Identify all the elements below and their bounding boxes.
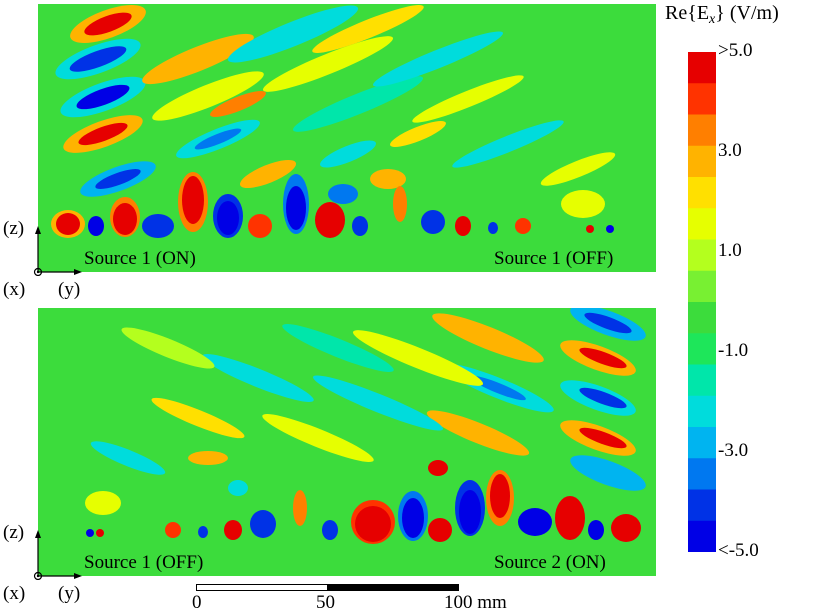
- wave-pattern-top: [51, 5, 616, 238]
- field-map-bottom: [38, 308, 656, 576]
- colorbar-segment: [688, 333, 716, 365]
- colorbar-segment: [688, 302, 716, 334]
- colorbar-segment: [688, 364, 716, 397]
- source-1-label-bottom: Source 1 (OFF): [84, 552, 204, 573]
- axis-x-label-top: (x): [3, 279, 26, 300]
- colorbar-tick-label: -3.0: [718, 440, 749, 461]
- colorbar-tick-label: -1.0: [718, 340, 749, 361]
- axis-y-label-bottom: (y): [58, 583, 81, 604]
- source-2-label-top: Source 1 (OFF): [494, 248, 614, 269]
- colorbar-segment: [688, 114, 716, 147]
- colorbar-title-unit: } (V/m): [715, 2, 779, 24]
- colorbar-title: Re{Ex} (V/m): [665, 2, 779, 28]
- colorbar-tick-label: <-5.0: [718, 540, 759, 561]
- colorbar-segment: [688, 83, 716, 115]
- colorbar-segment: [688, 395, 716, 428]
- colorbar-title-main: Re{E: [665, 2, 710, 24]
- colorbar-segment: [688, 489, 716, 522]
- axis-z-label-top: (z): [3, 218, 25, 239]
- axes-glyph-top: [33, 226, 82, 276]
- field-map-top: [38, 4, 656, 272]
- colorbar-segment: [688, 239, 716, 272]
- source-2-label-bottom: Source 2 (ON): [494, 552, 606, 573]
- axis-z-label-bottom: (z): [3, 522, 25, 543]
- scale-label-50: 50: [316, 592, 335, 613]
- colorbar-segment: [688, 458, 716, 490]
- colorbar-segment: [688, 427, 716, 459]
- axis-y-label-top: (y): [58, 279, 81, 300]
- scale-bar: [196, 584, 459, 591]
- scale-label-0: 0: [192, 592, 202, 613]
- colorbar-segment: [688, 270, 716, 303]
- colorbar-tick-label: 3.0: [718, 140, 742, 161]
- wave-pattern-bottom: [85, 308, 646, 544]
- colorbar-segment: [688, 145, 716, 178]
- axis-x-label-bottom: (x): [3, 583, 26, 604]
- scale-label-100: 100 mm: [444, 592, 507, 613]
- colorbar-segment: [688, 52, 716, 84]
- colorbar: [688, 52, 716, 552]
- axes-glyph-bottom: [33, 530, 82, 580]
- colorbar-tick-label: 1.0: [718, 240, 742, 261]
- colorbar-title-subscript: x: [709, 12, 716, 27]
- colorbar-segment: [688, 208, 716, 240]
- source-1-label-top: Source 1 (ON): [84, 248, 196, 269]
- colorbar-tick-label: >5.0: [718, 40, 753, 61]
- colorbar-segment: [688, 177, 716, 209]
- colorbar-segment: [688, 520, 716, 552]
